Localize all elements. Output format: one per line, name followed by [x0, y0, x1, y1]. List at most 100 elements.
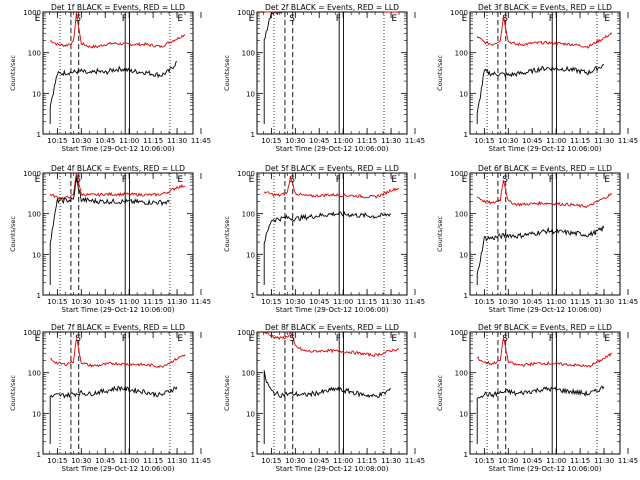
series-lld-line — [50, 337, 186, 369]
x-tick-label: 10:15 — [47, 298, 67, 306]
y-tick-label: 1 — [464, 131, 468, 139]
x-tick-label: 11:15 — [143, 457, 163, 465]
x-tick-label: 11:30 — [381, 457, 401, 465]
series-events-line — [49, 61, 178, 124]
x-tick-label: 11:30 — [167, 137, 187, 145]
plot-frame — [256, 11, 408, 135]
interval-marker: E — [35, 334, 41, 344]
y-tick-label: 1 — [37, 451, 41, 459]
interval-marker: E — [462, 334, 468, 344]
panel-title: Det 3f BLACK = Events, RED = LLD — [478, 3, 612, 12]
x-tick-label: 11:15 — [143, 298, 163, 306]
y-tick-label: 1000 — [450, 170, 468, 178]
series-events-line — [263, 370, 392, 444]
y-tick-label: 1000 — [237, 329, 255, 337]
panel-2: Det 2f BLACK = Events, RED = LLD 1 10 100 10… — [223, 3, 425, 153]
x-tick-label: 10:15 — [474, 298, 494, 306]
x-tick-label: 11:00 — [333, 457, 353, 465]
x-tick-label: 11:00 — [333, 298, 353, 306]
plot-frame — [256, 331, 408, 455]
panel-6: Det 6f BLACK = Events, RED = LLD 1 10 100 10… — [436, 164, 638, 314]
plot-frame — [469, 11, 621, 135]
panel-8: Det 8f BLACK = Events, RED = LLD 1 10 100 10… — [223, 323, 425, 473]
panel-title: Det 1f BLACK = Events, RED = LLD — [51, 3, 185, 12]
series-events-line — [476, 64, 605, 124]
y-tick-label: 1000 — [450, 9, 468, 17]
y-tick-label: 100 — [455, 211, 468, 219]
y-tick-label: 100 — [242, 370, 255, 378]
x-tick-label: 11:45 — [191, 457, 211, 465]
interval-marker: E — [249, 334, 255, 344]
interval-marker: S — [289, 175, 295, 185]
x-tick-label: 11:15 — [570, 137, 590, 145]
x-tick-label: 11:15 — [143, 137, 163, 145]
panel-9: Det 9f BLACK = Events, RED = LLD 1 10 100 10… — [436, 323, 638, 473]
x-axis-label: Start Time (29-Oct-12 10:06:00) — [62, 145, 175, 153]
x-tick-label: 10:30 — [285, 298, 305, 306]
y-tick-label: 1000 — [237, 170, 255, 178]
y-axis-label: Counts/sec — [436, 375, 444, 411]
interval-marker: E — [391, 334, 397, 344]
x-tick-label: 11:15 — [357, 137, 377, 145]
x-tick-label: 10:15 — [47, 457, 67, 465]
series-events-line — [263, 210, 392, 285]
y-tick-label: 10 — [246, 90, 255, 98]
x-tick-label: 10:15 — [261, 457, 281, 465]
interval-marker: E — [35, 175, 41, 185]
x-tick-label: 11:45 — [618, 457, 638, 465]
x-tick-label: 11:00 — [546, 137, 566, 145]
series-events-line — [49, 384, 178, 444]
panel-title: Det 2f BLACK = Events, RED = LLD — [265, 3, 399, 12]
x-tick-label: 11:00 — [119, 137, 139, 145]
x-tick-label: 10:15 — [261, 298, 281, 306]
x-tick-label: 10:30 — [71, 298, 91, 306]
x-axis-label: Start Time (29-Oct-12 10:06:00) — [62, 465, 175, 473]
y-tick-label: 100 — [28, 50, 41, 58]
interval-marker: S — [75, 14, 81, 24]
x-tick-label: 10:45 — [309, 298, 329, 306]
series-events-line — [263, 11, 384, 124]
y-tick-label: 10 — [246, 251, 255, 259]
y-tick-label: 10 — [459, 251, 468, 259]
y-tick-label: 10 — [459, 90, 468, 98]
x-tick-label: 10:15 — [47, 137, 67, 145]
panel-3: Det 3f BLACK = Events, RED = LLD 1 10 100 10… — [436, 3, 638, 153]
series-events-line — [49, 178, 170, 285]
interval-marker: E — [604, 334, 610, 344]
x-tick-label: 10:45 — [95, 457, 115, 465]
y-tick-label: 1000 — [23, 9, 41, 17]
interval-marker: F — [549, 334, 554, 344]
x-tick-label: 10:15 — [474, 137, 494, 145]
interval-marker: E — [177, 14, 183, 24]
x-tick-label: 11:30 — [594, 298, 614, 306]
y-tick-label: 10 — [246, 410, 255, 418]
y-axis-label: Counts/sec — [436, 216, 444, 252]
x-tick-label: 10:45 — [522, 457, 542, 465]
y-tick-label: 10 — [32, 410, 41, 418]
y-tick-label: 1 — [251, 451, 255, 459]
interval-marker: E — [604, 14, 610, 24]
panel-5: Det 5f BLACK = Events, RED = LLD 1 10 100 10… — [223, 164, 425, 314]
y-axis-label: Counts/sec — [9, 216, 17, 252]
series-events-line — [476, 225, 605, 285]
y-axis-label: Counts/sec — [436, 55, 444, 91]
y-axis-label: Counts/sec — [9, 375, 17, 411]
y-tick-label: 100 — [242, 211, 255, 219]
y-tick-label: 1000 — [450, 329, 468, 337]
x-tick-label: 11:00 — [333, 137, 353, 145]
interval-marker: F — [122, 334, 127, 344]
y-tick-label: 1 — [37, 131, 41, 139]
x-tick-label: 11:00 — [546, 298, 566, 306]
y-tick-label: 100 — [242, 50, 255, 58]
x-tick-label: 11:00 — [119, 457, 139, 465]
x-tick-label: 11:30 — [381, 298, 401, 306]
x-tick-label: 10:30 — [71, 137, 91, 145]
y-tick-label: 10 — [459, 410, 468, 418]
x-tick-label: 10:30 — [498, 137, 518, 145]
y-tick-label: 1 — [464, 292, 468, 300]
series-lld-line — [476, 15, 613, 49]
x-tick-label: 11:15 — [570, 298, 590, 306]
x-tick-label: 11:30 — [594, 137, 614, 145]
interval-marker: E — [462, 14, 468, 24]
y-tick-label: 100 — [455, 370, 468, 378]
